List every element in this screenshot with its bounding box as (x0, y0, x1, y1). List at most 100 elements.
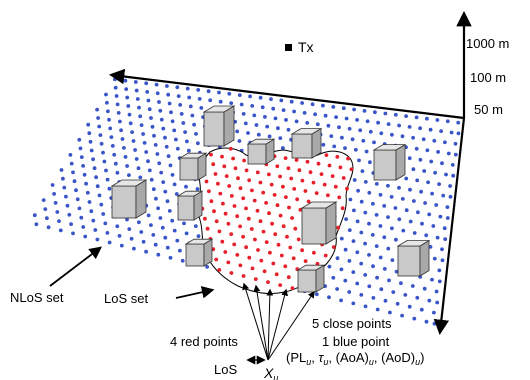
nlos-point (451, 174, 455, 178)
los-point (275, 272, 279, 276)
los-point (304, 189, 308, 193)
nlos-point (148, 107, 152, 111)
nlos-point (352, 108, 356, 112)
nlos-point (250, 104, 254, 108)
los-point (304, 259, 308, 263)
los-point (218, 192, 222, 196)
nlos-point (161, 180, 165, 184)
nlos-point (196, 141, 200, 145)
nlos-point (284, 118, 288, 122)
nlos-point (170, 219, 174, 223)
nlos-point (415, 116, 419, 120)
nlos-point (147, 214, 151, 218)
nlos-point (146, 159, 150, 163)
nlos-point (106, 178, 110, 182)
nlos-point (356, 189, 360, 193)
nlos-point (367, 284, 371, 288)
nlos-point (263, 115, 267, 119)
nlos-point (71, 232, 75, 236)
nlos-point (268, 135, 272, 139)
nlos-point (327, 295, 331, 299)
nlos-point (152, 187, 156, 191)
nlos-point (379, 131, 383, 135)
nlos-point (411, 284, 415, 288)
nlos-point (89, 209, 93, 213)
nlos-point (313, 112, 317, 116)
nlos-point (342, 106, 346, 110)
los-point (231, 157, 235, 161)
los-point (346, 157, 350, 161)
nlos-point (81, 225, 85, 229)
building (178, 191, 202, 220)
building (248, 139, 274, 164)
nlos-point (344, 217, 348, 221)
nlos-point (436, 118, 440, 122)
nlos-point (51, 183, 55, 187)
nlos-point (169, 164, 173, 168)
nlos-point (363, 109, 367, 113)
los-point (209, 153, 213, 157)
nlos-point (120, 244, 124, 248)
nlos-point (422, 169, 426, 173)
nlos-point (391, 290, 395, 294)
nlos-point (355, 118, 359, 122)
nlos-point (163, 136, 167, 140)
nlos-point (329, 134, 333, 138)
los-point (320, 172, 324, 176)
nlos-point (139, 230, 143, 234)
los-point (220, 155, 224, 159)
nlos-point (33, 213, 37, 217)
nlos-point (52, 192, 56, 196)
los-point (256, 171, 260, 175)
nlos-point (156, 253, 160, 257)
nlos-point (171, 173, 175, 177)
nlos-point (303, 111, 307, 115)
nlos-point (133, 148, 137, 152)
nlos-point (282, 108, 286, 112)
nlos-point (352, 239, 356, 243)
nlos-point (181, 121, 185, 125)
nlos-point (135, 157, 139, 161)
nlos-point (408, 305, 412, 309)
nlos-point (408, 156, 412, 160)
nlos-point (252, 114, 256, 118)
nlos-point (142, 240, 146, 244)
los-point (306, 160, 310, 164)
nlos-point (292, 110, 296, 114)
transmitter-label: Tx (298, 39, 314, 55)
nlos-point (335, 287, 339, 291)
nlos-point (436, 236, 440, 240)
nlos-point (441, 258, 445, 262)
nlos-point (259, 96, 263, 100)
los-point (259, 181, 263, 185)
nlos-point (168, 102, 172, 106)
nlos-point (373, 110, 377, 114)
los-point (278, 175, 282, 179)
close-points-label: 5 close points (312, 316, 392, 331)
los-point (295, 158, 299, 162)
los-point (218, 230, 222, 234)
los-point (287, 206, 291, 210)
nlos-point (229, 101, 233, 105)
los-point (275, 164, 279, 168)
nlos-point (205, 265, 209, 269)
nlos-point (108, 241, 112, 245)
nlos-point (255, 123, 259, 127)
los-point (298, 168, 302, 172)
nlos-point (185, 140, 189, 144)
nlos-point (413, 231, 417, 235)
nlos-point (379, 256, 383, 260)
nlos-point (98, 194, 102, 198)
los-point (278, 283, 282, 287)
nlos-point (372, 141, 376, 145)
los-arrow (176, 290, 212, 298)
los-point (336, 226, 340, 230)
los-point (323, 183, 327, 187)
nlos-point (124, 79, 128, 83)
nlos-point (163, 236, 167, 240)
nlos-point (443, 237, 447, 241)
los-point (331, 174, 335, 178)
nlos-point (432, 139, 436, 143)
nlos-point (192, 123, 196, 127)
nlos-point (87, 131, 91, 135)
